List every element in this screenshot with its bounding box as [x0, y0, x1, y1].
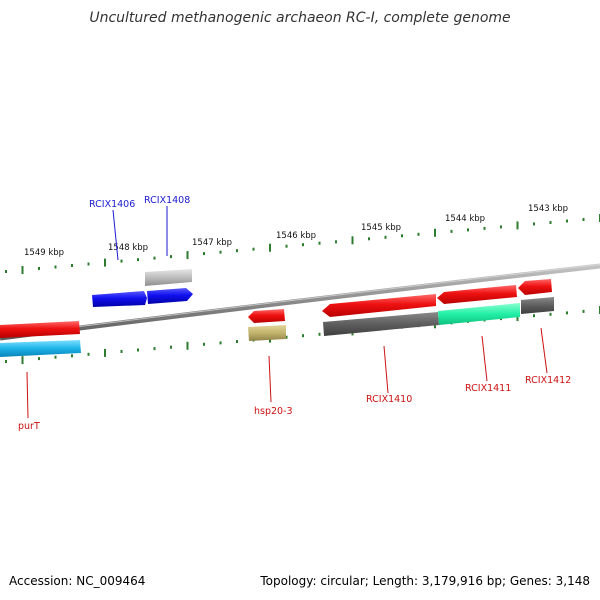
leader-line-rcix1411 — [481, 335, 488, 382]
lower-ruler-tick — [302, 334, 304, 338]
gene-label-rcix1408[interactable]: RCIX1408 — [144, 195, 190, 206]
upper-ruler-tick — [137, 258, 139, 262]
gene-label-rcix1410[interactable]: RCIX1410 — [366, 394, 412, 405]
gene-feature-purT[interactable] — [0, 321, 80, 338]
upper-ruler-tick — [582, 218, 585, 221]
upper-ruler-tick — [269, 243, 271, 252]
lower-ruler-tick — [38, 357, 40, 361]
upper-ruler-tick — [104, 258, 106, 267]
upper-ruler-tick — [450, 229, 453, 233]
lower-ruler-tick — [137, 348, 139, 352]
scale-label-1543: 1543 kbp — [528, 204, 568, 214]
upper-ruler-tick — [417, 232, 420, 236]
lower-ruler-tick — [104, 348, 106, 357]
gene-label-rcix1411[interactable]: RCIX1411 — [465, 383, 511, 394]
upper-ruler-tick — [500, 225, 502, 229]
gene-feature-rcix1412[interactable] — [521, 297, 554, 314]
upper-ruler-tick — [516, 221, 519, 230]
upper-ruler-tick — [467, 228, 469, 232]
leader-line-rcix1406 — [112, 209, 119, 261]
upper-ruler-tick — [5, 270, 7, 273]
upper-ruler-tick — [401, 234, 403, 238]
gene-feature-cyan[interactable] — [0, 340, 81, 357]
upper-ruler-tick — [483, 226, 486, 230]
lower-ruler-tick — [87, 352, 90, 356]
upper-ruler-tick — [203, 252, 205, 256]
lower-ruler-tick — [582, 309, 585, 313]
lower-ruler-tick — [186, 341, 189, 350]
lower-ruler-tick — [21, 356, 24, 365]
genome-summary-text: Topology: circular; Length: 3,179,916 bp… — [260, 574, 590, 588]
lower-ruler-tick — [170, 345, 172, 349]
upper-ruler-tick — [153, 256, 156, 260]
lower-ruler-tick — [5, 360, 7, 363]
upper-ruler-tick — [219, 250, 222, 254]
gene-feature-rcix1408[interactable] — [147, 288, 193, 304]
lower-ruler-tick — [203, 342, 205, 346]
upper-ruler-tick — [434, 228, 436, 237]
scale-label-1545: 1545 kbp — [361, 223, 401, 233]
scale-label-1546: 1546 kbp — [276, 231, 316, 241]
lower-ruler-tick — [153, 347, 156, 351]
lower-ruler-tick — [219, 341, 222, 345]
gene-feature-hsp20-3[interactable] — [248, 309, 285, 323]
upper-ruler-tick — [384, 235, 387, 239]
upper-ruler-tick — [302, 243, 304, 247]
gene-feature-gray-top[interactable] — [145, 269, 192, 286]
leader-line-rcix1412 — [540, 327, 548, 374]
lower-ruler-tick — [71, 354, 73, 358]
gene-feature-rcix1411[interactable] — [438, 303, 520, 325]
upper-tick-ruler — [5, 214, 600, 274]
upper-ruler-tick — [170, 255, 172, 259]
upper-ruler-tick — [566, 219, 568, 223]
leader-line-hsp20-3 — [268, 355, 272, 403]
upper-ruler-tick — [335, 240, 337, 244]
gene-feature-rcix1410-red[interactable] — [322, 294, 436, 317]
gene-label-hsp20-3[interactable]: hsp20-3 — [254, 406, 293, 417]
leader-line-purT — [26, 371, 29, 419]
gene-feature-olive[interactable] — [248, 325, 286, 341]
map-title: Uncultured methanogenic archaeon RC-I, c… — [89, 10, 511, 26]
gene-feature-red-mid[interactable] — [437, 285, 517, 304]
leader-line-rcix1410 — [383, 345, 389, 394]
upper-ruler-tick — [236, 249, 238, 253]
gene-feature-rcix1410[interactable] — [323, 312, 439, 336]
upper-ruler-tick — [252, 247, 255, 251]
upper-ruler-tick — [368, 237, 370, 241]
gene-feature-red-right[interactable] — [518, 279, 552, 295]
upper-ruler-tick — [21, 266, 24, 274]
upper-ruler-tick — [120, 259, 123, 263]
upper-ruler-tick — [186, 251, 189, 260]
gene-label-rcix1412[interactable]: RCIX1412 — [525, 375, 571, 386]
lower-ruler-tick — [549, 312, 552, 316]
lower-ruler-tick — [120, 350, 123, 353]
scale-label-1544: 1544 kbp — [445, 214, 485, 224]
upper-ruler-tick — [533, 222, 535, 226]
upper-ruler-tick — [285, 244, 288, 248]
lower-ruler-tick — [318, 332, 321, 336]
upper-ruler-tick — [351, 236, 354, 245]
upper-ruler-tick — [54, 265, 57, 269]
lower-ruler-tick — [54, 355, 57, 359]
upper-ruler-tick — [318, 241, 321, 245]
lower-ruler-tick — [285, 335, 288, 339]
upper-ruler-tick — [549, 221, 552, 224]
scale-label-1547: 1547 kbp — [192, 238, 232, 248]
lower-ruler-tick — [566, 311, 568, 315]
upper-ruler-tick — [87, 262, 90, 266]
genome-backbone — [0, 263, 600, 341]
accession-text: Accession: NC_009464 — [9, 574, 146, 588]
lower-ruler-tick — [236, 340, 238, 343]
gene-label-rcix1406[interactable]: RCIX1406 — [89, 199, 135, 210]
upper-ruler-tick — [71, 264, 73, 267]
gene-label-purT[interactable]: purT — [18, 421, 40, 432]
scale-label-1548: 1548 kbp — [108, 243, 148, 253]
scale-label-1549: 1549 kbp — [24, 248, 64, 258]
upper-ruler-tick — [38, 267, 40, 270]
lower-ruler-tick — [533, 314, 535, 318]
gene-feature-rcix1406[interactable] — [92, 291, 147, 307]
